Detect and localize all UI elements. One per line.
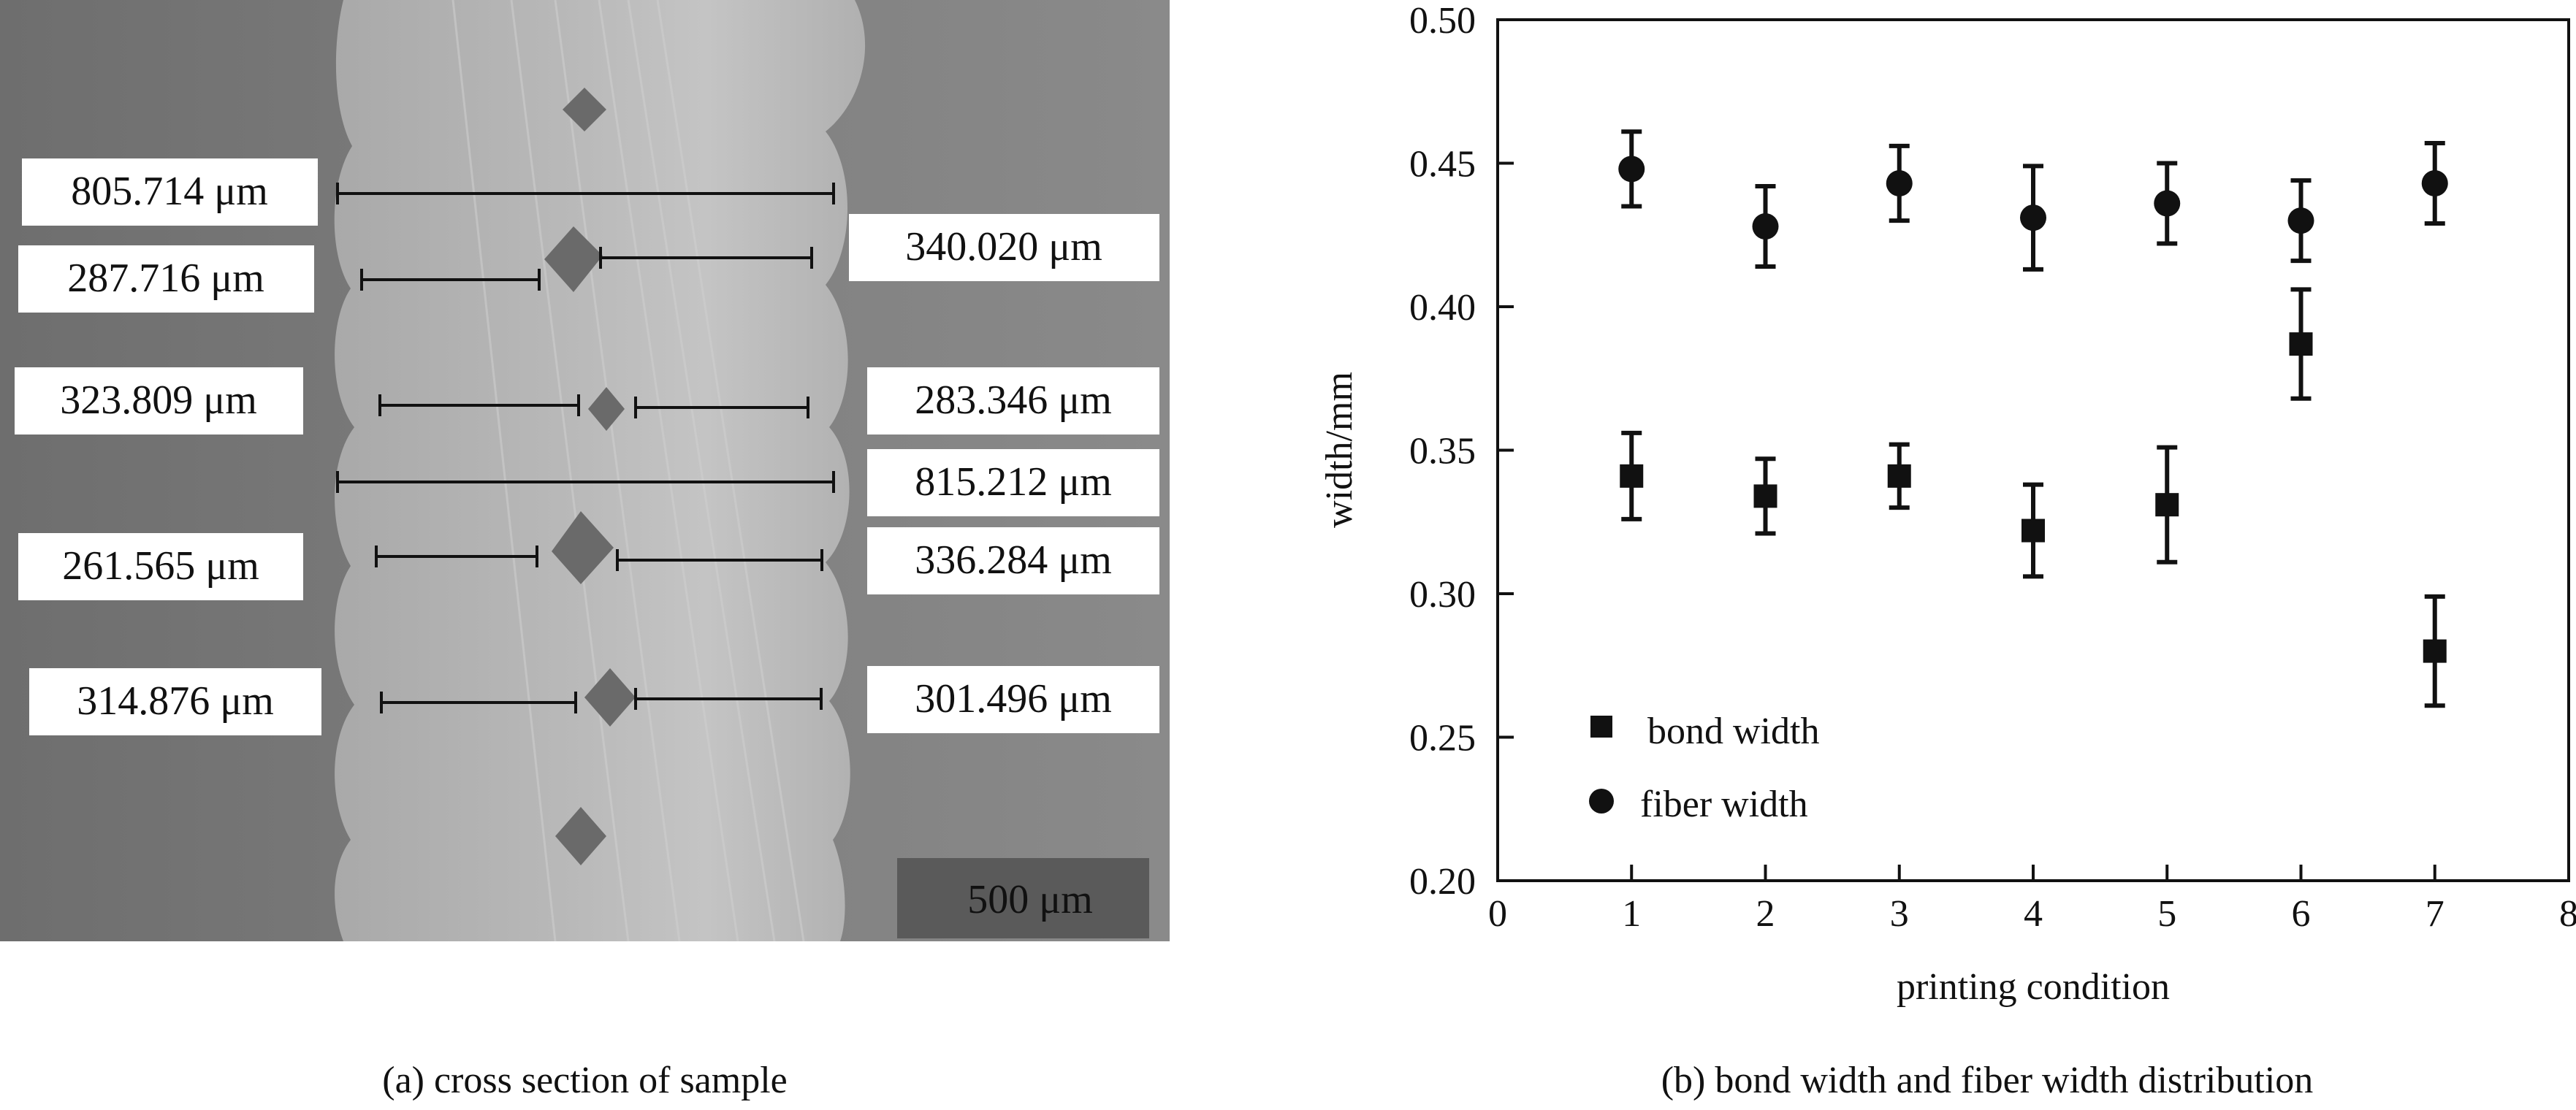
measurement-boxes [15,158,1159,735]
bond-voids [544,88,636,865]
scale-bar-label: 500 μm [967,877,1093,922]
bond-width-point [2155,493,2179,517]
measurement-label-7: 261.565 μm [62,543,259,589]
measurement-lines [336,183,835,713]
bond-width-point [1753,484,1777,508]
measurement-label-9: 314.876 μm [77,678,274,724]
y-tick-label: 0.50 [1409,0,1476,42]
legend: bond width fiber width [1589,711,1819,825]
tick-labels: 0 1 2 3 4 5 6 7 8 0.20 0.25 0.30 0.35 0.40 0.45 0.50 [1409,0,2576,935]
legend-label-fiber-width: fiber width [1640,784,1808,825]
measurement-label-6: 815.212 μm [915,459,1112,505]
fiber-width-point [2287,207,2314,234]
measurement-label-3: 340.020 μm [905,224,1102,269]
fiber-width-point [2020,204,2046,231]
y-tick-label: 0.40 [1409,287,1476,329]
x-tick-label: 4 [2024,893,2043,935]
x-tick-label: 3 [1890,893,1909,935]
legend-square-marker [1590,716,1612,738]
fiber-width-point [1886,170,1913,197]
y-tick-label: 0.35 [1409,431,1476,472]
fiber-strand [334,0,866,941]
fiber-width-point [2421,170,2448,197]
scale-bar-box [897,858,1149,938]
fiber-width-point [1618,156,1645,183]
y-axis-title: width/mm [1319,372,1360,528]
fiber-texture [451,0,805,941]
y-tick-label: 0.20 [1409,861,1476,903]
bond-width-point [1620,464,1644,488]
bond-width-point [2289,332,2313,356]
axis-ticks [1498,161,2436,881]
y-tick-label: 0.45 [1409,144,1476,185]
x-axis-title: printing condition [1897,966,2170,1008]
measurement-label-2: 287.716 μm [67,256,264,301]
y-tick-label: 0.30 [1409,574,1476,616]
fiber-width-point [2154,190,2181,217]
x-tick-label: 2 [1756,893,1775,935]
caption-a: (a) cross section of sample [382,1060,788,1101]
bond-width-point [2021,518,2045,543]
legend-label-bond-width: bond width [1647,711,1819,752]
measurement-label-4: 323.809 μm [60,378,257,423]
measurement-label-5: 283.346 μm [915,378,1112,423]
x-tick-label: 6 [2292,893,2311,935]
x-tick-label: 5 [2157,893,2176,935]
measurement-label-8: 336.284 μm [915,537,1112,583]
x-tick-label: 7 [2426,893,2444,935]
x-tick-label: 0 [1488,893,1507,935]
x-tick-label: 8 [2559,893,2576,935]
data-markers [1618,156,2448,663]
x-tick-label: 1 [1622,893,1641,935]
bond-width-point [2423,639,2447,663]
fiber-width-point [1752,213,1779,240]
y-tick-label: 0.25 [1409,718,1476,759]
width-chart: 0 1 2 3 4 5 6 7 8 0.20 0.25 0.30 0.35 0.40 0.45 0.50 pr… [1319,0,2576,1008]
caption-b: (b) bond width and fiber width distribut… [1661,1060,2314,1101]
micrograph-panel: 805.714 μm 287.716 μm 340.020 μm 323.809… [0,0,1170,941]
bond-width-point [1887,464,1911,488]
measurement-label-10: 301.496 μm [915,676,1112,722]
measurement-label-1: 805.714 μm [71,169,268,214]
legend-circle-marker [1589,789,1614,814]
